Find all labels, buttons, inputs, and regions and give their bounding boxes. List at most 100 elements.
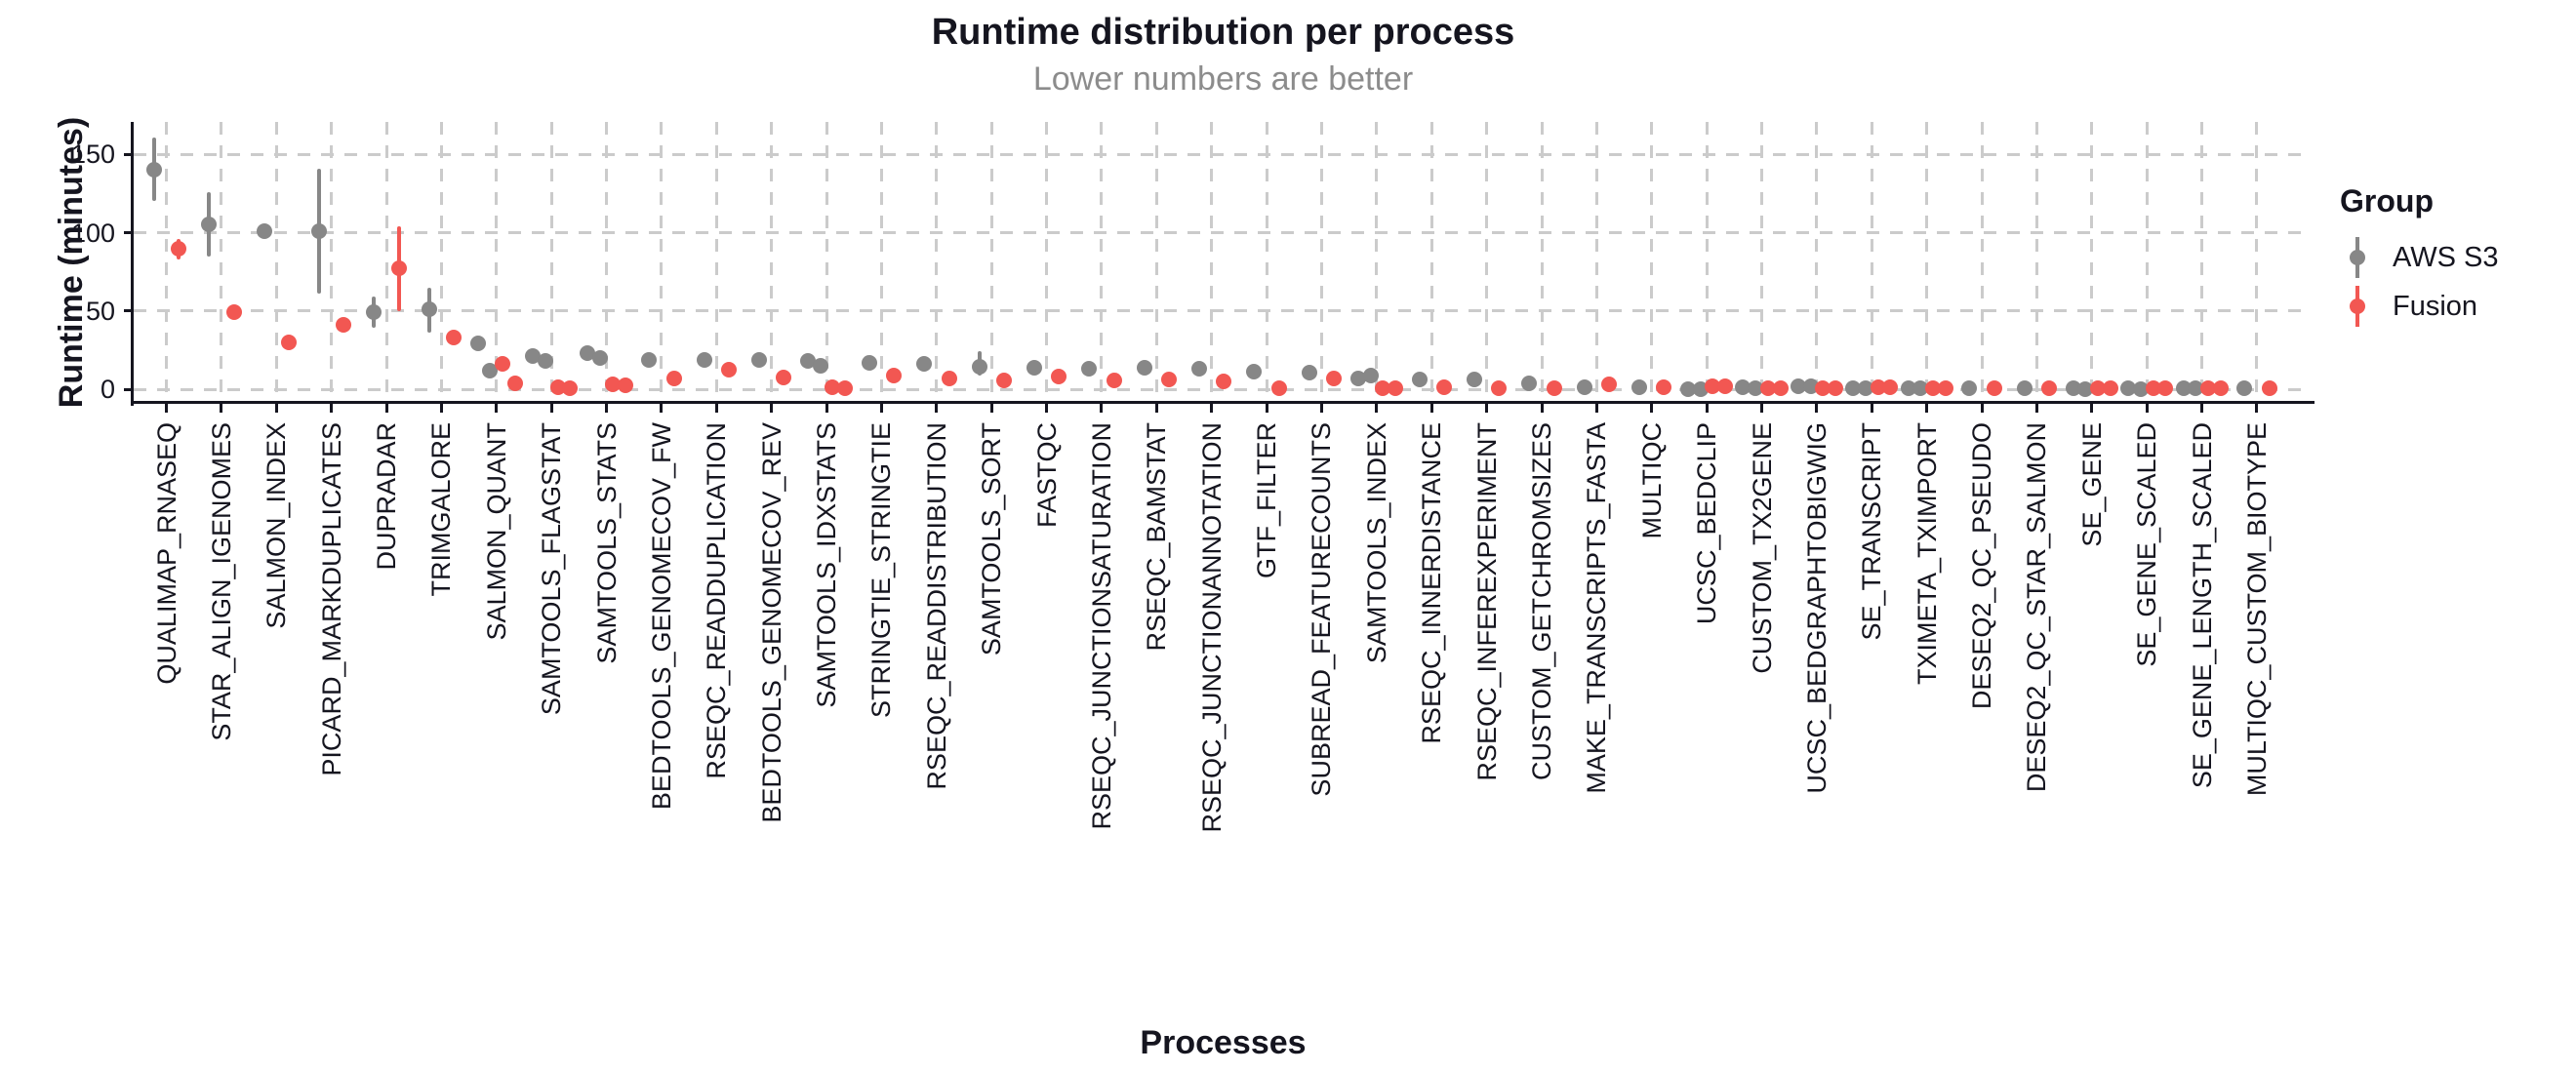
data-point-aws	[2120, 380, 2137, 397]
gridline-vertical	[1265, 122, 1268, 403]
gridline-vertical	[495, 122, 499, 403]
x-axis-tick	[1265, 404, 1268, 413]
x-axis-tick	[1705, 404, 1709, 413]
x-axis-tick	[330, 404, 334, 413]
data-point-aws	[1136, 359, 1152, 376]
gridline-vertical	[2255, 122, 2259, 403]
gridline-vertical	[1705, 122, 1709, 403]
y-axis-line	[131, 122, 134, 406]
gridline-vertical	[2200, 122, 2204, 403]
gridline-vertical	[330, 122, 334, 403]
x-axis-label: DESEQ2_QC_STAR_SALMON	[2022, 422, 2052, 793]
data-point-aws	[482, 362, 499, 378]
pointrange-glyph-icon	[2348, 233, 2367, 282]
gridline-vertical	[2034, 122, 2038, 403]
data-point-fusion	[1705, 378, 1721, 394]
y-axis-tick-label: 0	[100, 375, 115, 404]
data-point-fusion	[2212, 380, 2229, 397]
data-point-aws	[366, 304, 382, 321]
data-point-fusion	[1546, 380, 1562, 397]
gridline-horizontal	[134, 387, 2305, 391]
x-axis-tick	[384, 404, 388, 413]
data-point-fusion	[1815, 380, 1831, 397]
x-axis-label: MULTIQC	[1636, 422, 1667, 539]
data-point-fusion	[1717, 378, 1734, 395]
data-point-aws	[1845, 379, 1862, 396]
gridline-vertical	[714, 122, 718, 403]
data-point-fusion	[665, 370, 682, 386]
x-axis-tick	[1375, 404, 1379, 413]
gridline-vertical	[879, 122, 883, 403]
data-point-fusion	[1937, 380, 1953, 397]
x-axis-label: MAKE_TRANSCRIPTS_FASTA	[1582, 422, 1612, 794]
data-point-fusion	[941, 370, 957, 386]
x-axis-title: Processes	[1140, 1024, 1307, 1061]
x-axis-label: DESEQ2_QC_PSEUDO	[1967, 422, 1997, 710]
y-axis-tick	[124, 387, 133, 391]
data-point-aws	[1790, 378, 1806, 394]
x-axis-tick	[605, 404, 609, 413]
data-point-aws	[1748, 379, 1764, 396]
data-point-fusion	[171, 240, 187, 257]
x-axis-tick	[1925, 404, 1929, 413]
data-point-fusion	[604, 377, 621, 393]
gridline-vertical	[989, 122, 993, 403]
x-axis-tick	[825, 404, 828, 413]
x-axis-label: BEDTOOLS_GENOMECOV_REV	[756, 422, 786, 823]
gridline-vertical	[549, 122, 553, 403]
data-point-aws	[916, 355, 933, 372]
data-point-fusion	[886, 367, 903, 383]
data-point-fusion	[2199, 380, 2216, 397]
data-point-fusion	[1759, 380, 1776, 397]
x-axis-tick	[1815, 404, 1819, 413]
data-point-fusion	[1601, 377, 1618, 393]
data-point-fusion	[2261, 380, 2277, 397]
data-point-aws	[1576, 378, 1592, 395]
gridline-vertical	[1210, 122, 1214, 403]
x-axis-tick	[660, 404, 664, 413]
gridline-vertical	[1319, 122, 1323, 403]
x-axis-label: UCSC_BEDCLIP	[1692, 422, 1722, 625]
data-point-aws	[971, 358, 987, 375]
data-point-aws	[1301, 365, 1317, 381]
x-axis-tick	[1319, 404, 1323, 413]
y-axis-tick	[124, 231, 133, 234]
gridline-vertical	[1045, 122, 1049, 403]
x-axis-tick	[2145, 404, 2149, 413]
gridline-vertical	[1870, 122, 1873, 403]
x-axis-label: BEDTOOLS_GENOMECOV_FW	[646, 422, 676, 811]
data-point-fusion	[2041, 380, 2058, 397]
x-axis-label: RSEQC_INNERDISTANCE	[1417, 422, 1447, 744]
gridline-vertical	[770, 122, 774, 403]
gridline-vertical	[660, 122, 664, 403]
x-axis-label: QUALIMAP_RNASEQ	[151, 422, 181, 685]
x-axis-tick	[879, 404, 883, 413]
data-point-aws	[2065, 380, 2081, 397]
plot-panel	[134, 122, 2313, 403]
x-axis-line	[131, 401, 2314, 404]
gridline-vertical	[935, 122, 939, 403]
gridline-vertical	[1429, 122, 1433, 403]
data-point-fusion	[549, 379, 566, 396]
data-point-aws	[812, 357, 828, 374]
data-point-aws	[1912, 380, 1929, 397]
data-point-fusion	[1772, 380, 1789, 397]
data-point-aws	[861, 354, 877, 371]
data-point-aws	[1362, 367, 1379, 383]
x-axis-label: CUSTOM_TX2GENE	[1747, 422, 1777, 674]
data-point-aws	[525, 348, 542, 365]
x-axis-label: GTF_FILTER	[1252, 422, 1282, 579]
data-point-aws	[1466, 372, 1482, 388]
x-axis-label: RSEQC_INFEREXPERIMENT	[1471, 422, 1502, 781]
legend-title: Group	[2340, 183, 2434, 219]
y-axis-tick	[124, 309, 133, 313]
x-axis-tick	[2034, 404, 2038, 413]
x-axis-label: SALMON_INDEX	[262, 422, 292, 629]
x-axis-tick	[1154, 404, 1158, 413]
data-point-fusion	[1106, 373, 1122, 389]
x-axis-label: TRIMGALORE	[426, 422, 457, 597]
data-point-aws	[2175, 380, 2192, 397]
data-point-fusion	[1375, 380, 1391, 397]
data-point-aws	[1521, 375, 1538, 391]
x-axis-tick	[1429, 404, 1433, 413]
